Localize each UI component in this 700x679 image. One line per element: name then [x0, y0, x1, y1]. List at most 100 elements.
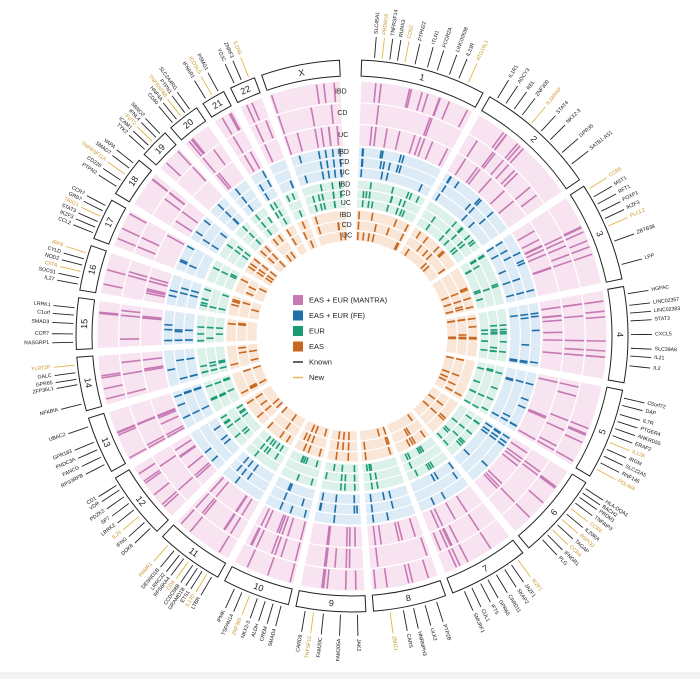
signal-mark-fe — [398, 154, 402, 163]
gene-label: CD52 — [407, 25, 415, 39]
signal-mark-mantra — [451, 547, 461, 566]
chromosome-label: 20 — [181, 117, 195, 131]
signal-mark-fe — [167, 368, 176, 372]
gene-connector — [83, 200, 103, 212]
signal-mark-eur — [417, 446, 423, 454]
signal-mark-fe — [169, 289, 178, 293]
signal-mark-mantra — [264, 144, 274, 163]
gene-connector — [122, 515, 140, 531]
signal-mark-mantra — [137, 246, 156, 255]
signal-mark-eur — [260, 221, 267, 229]
signal-mark-eas — [416, 244, 423, 252]
signal-mark-eas — [422, 236, 429, 244]
signal-mark-eas — [301, 221, 307, 230]
signal-mark-fe — [303, 509, 308, 518]
gene-label: SOCS1 — [38, 266, 57, 276]
chromosome-label: X — [298, 67, 306, 78]
signal-mark-eur — [238, 407, 246, 414]
signal-mark-mantra — [571, 245, 590, 255]
gene-label: CYLD — [47, 246, 62, 256]
signal-mark-eur — [221, 270, 229, 276]
signal-mark-fe — [445, 175, 452, 184]
signal-mark-eas — [370, 212, 374, 221]
signal-mark-fe — [338, 148, 342, 157]
signal-mark-eur — [451, 249, 459, 256]
gene-label: SMAD3 — [31, 319, 49, 326]
signal-mark-fe — [258, 184, 265, 192]
signal-mark-eur — [310, 478, 314, 486]
signal-mark-fe — [480, 428, 489, 435]
gene-label: LTBR — [190, 596, 202, 610]
gene-connector — [107, 161, 126, 175]
signal-mark-mantra — [99, 311, 119, 315]
gene-label: CARS — [405, 633, 414, 649]
signal-mark-mantra — [156, 407, 176, 417]
signal-mark-mantra — [121, 227, 140, 238]
gene-connector — [593, 185, 613, 198]
ring-bg-fe-13 — [171, 382, 215, 430]
signal-mark-eur — [222, 293, 230, 298]
signal-mark-eas — [387, 446, 392, 455]
signal-mark-mantra — [447, 549, 458, 568]
signal-mark-eur — [390, 186, 395, 194]
signal-mark-mantra — [479, 531, 492, 549]
chromosome-label: 3 — [594, 230, 605, 238]
gene-connector — [339, 614, 341, 636]
signal-mark-mantra — [264, 509, 274, 529]
gene-connector — [427, 47, 434, 68]
signal-mark-mantra — [246, 104, 256, 123]
signal-mark-mantra — [518, 429, 536, 441]
signal-mark-eur — [223, 418, 231, 424]
signal-mark-fe — [223, 438, 231, 445]
gene-connector — [389, 38, 394, 60]
signal-mark-eas — [436, 250, 444, 257]
signal-mark-mantra — [526, 248, 545, 259]
gene-connector — [75, 218, 96, 228]
signal-mark-eas — [447, 380, 456, 386]
signal-mark-eur — [218, 391, 226, 397]
signal-mark-fe — [490, 431, 499, 438]
signal-mark-eas — [285, 254, 292, 262]
signal-mark-eas — [279, 430, 286, 439]
ring-sep-eur — [204, 188, 500, 484]
gene-connector — [614, 233, 635, 242]
signal-mark-fe — [331, 149, 335, 158]
signal-mark-eas — [238, 346, 247, 349]
signal-mark-eas — [260, 250, 268, 257]
signal-mark-fe — [234, 188, 241, 196]
gene-label: IL21 — [654, 355, 665, 362]
chromosome-label: 1 — [418, 72, 425, 83]
ring-bg-eas-21 — [283, 223, 309, 257]
gene-connector — [513, 91, 527, 110]
signal-mark-eur — [369, 182, 373, 190]
signal-mark-mantra — [559, 382, 579, 388]
signal-mark-mantra — [284, 136, 293, 155]
signal-mark-eas — [242, 368, 251, 373]
gene-label: ERAP2 — [634, 441, 652, 453]
signal-mark-fe — [247, 460, 254, 468]
signal-mark-eas — [419, 430, 426, 438]
signal-mark-eas — [373, 223, 377, 233]
signal-mark-eur — [442, 426, 449, 433]
chromosome-label: 5 — [597, 428, 608, 436]
gene-label: ALDH — [251, 623, 261, 638]
signal-mark-eas — [232, 298, 241, 303]
signal-mark-fe — [241, 196, 248, 204]
signal-mark-eur — [458, 243, 466, 250]
gene-connector — [116, 149, 134, 164]
gene-label: TNFSF15 — [304, 636, 313, 659]
signal-mark-eur — [269, 438, 275, 446]
ring-bg-fe-11 — [221, 450, 276, 502]
signal-mark-eas — [422, 265, 430, 272]
signal-mark-eur — [404, 453, 409, 461]
signal-mark-mantra — [169, 191, 186, 205]
ring-bg-mantra-10 — [233, 504, 309, 585]
gene-label: CCR7 — [35, 331, 49, 337]
signal-mark-eur — [370, 201, 374, 209]
signal-mark-eur — [241, 254, 249, 261]
gene-label: CREM — [259, 626, 269, 642]
track-label-uc: UC — [341, 200, 351, 207]
signal-mark-mantra — [504, 143, 519, 159]
signal-mark-mantra — [195, 464, 212, 479]
signal-mark-mantra — [562, 303, 583, 308]
